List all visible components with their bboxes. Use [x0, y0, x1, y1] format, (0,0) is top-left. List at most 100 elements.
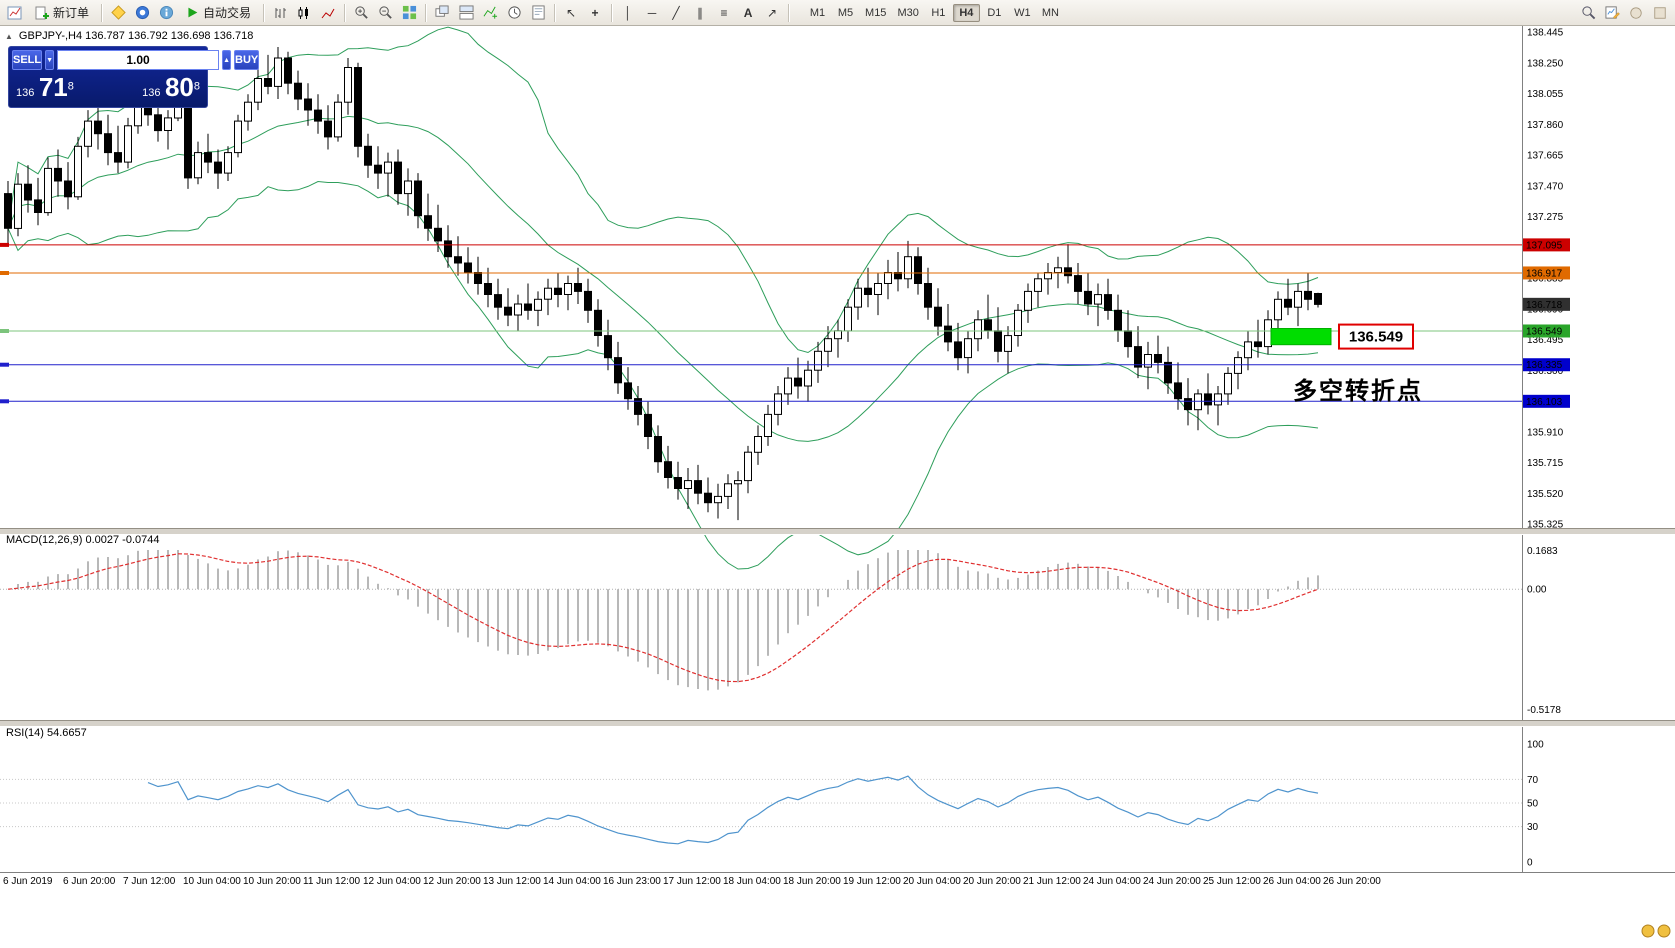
- channel-tool-icon[interactable]: ∥: [689, 3, 711, 23]
- trendline-tool-icon[interactable]: ╱: [665, 3, 687, 23]
- candle-body: [34, 199, 42, 213]
- metaeditor-icon[interactable]: [107, 3, 129, 23]
- text-tool-icon[interactable]: A: [737, 3, 759, 23]
- rsi-panel: RSI(14) 54.6657 100 70 50 30 0: [0, 727, 1544, 869]
- candle-body: [64, 180, 72, 198]
- status-smiley-icon-1[interactable]: [1641, 924, 1655, 938]
- candle-body: [74, 145, 82, 198]
- new-order-label: 新订单: [53, 6, 90, 20]
- macd-signal-line: [7, 553, 1319, 683]
- candle-body: [674, 477, 682, 489]
- buy-price[interactable]: 136 808: [142, 72, 200, 102]
- crosshair-tool-icon[interactable]: +: [584, 3, 606, 23]
- sell-button[interactable]: SELL: [12, 50, 43, 70]
- status-smiley-icon-2[interactable]: [1657, 924, 1671, 938]
- rsi-axis-label: 30: [1527, 822, 1539, 833]
- candle-body: [694, 480, 702, 494]
- candle-body: [304, 98, 312, 111]
- highlight-box[interactable]: [1270, 328, 1332, 346]
- candle-body: [324, 120, 332, 138]
- time-axis-label: 25 Jun 12:00: [1203, 876, 1261, 887]
- timeframe-button-m5[interactable]: M5: [837, 6, 854, 19]
- timeframe-button-m30[interactable]: M30: [897, 6, 919, 19]
- price-callout-box[interactable]: [1338, 323, 1414, 350]
- timeframe-button-m15[interactable]: M15: [865, 6, 887, 19]
- toolbar-extra-icon-1[interactable]: [1625, 3, 1647, 23]
- price-axis-label: 138.445: [1527, 28, 1564, 39]
- rsi-line: [147, 775, 1319, 845]
- bottom-status-icons: [1641, 924, 1671, 938]
- candlestick-chart-type-icon[interactable]: [293, 3, 315, 23]
- indicators-glyph: [483, 6, 497, 19]
- price-axis-label: 138.250: [1527, 58, 1564, 69]
- price-axis-drag-area[interactable]: [1522, 26, 1675, 872]
- fibonacci-tool-icon[interactable]: ≡: [713, 3, 735, 23]
- zoom-in-icon[interactable]: [350, 3, 372, 23]
- sell-price[interactable]: 136 718: [16, 72, 74, 102]
- time-axis-label: 26 Jun 20:00: [1323, 876, 1381, 887]
- candle-body: [1204, 393, 1212, 406]
- zoom-out-icon[interactable]: [374, 3, 396, 23]
- candle-body: [1254, 341, 1262, 348]
- timeframe-button-h1[interactable]: H1: [931, 6, 946, 19]
- candle-body: [1214, 393, 1222, 406]
- community-icon[interactable]: [155, 3, 177, 23]
- buy-price-main: 80: [164, 72, 194, 102]
- one-click-collapse-icon[interactable]: ▲: [5, 31, 13, 41]
- indicators-icon[interactable]: [479, 3, 501, 23]
- market-icon[interactable]: [131, 3, 153, 23]
- lot-size-input[interactable]: [57, 50, 220, 70]
- arrows-tool-icon[interactable]: ↗: [761, 3, 783, 23]
- timeframe-button-m1[interactable]: M1: [809, 6, 826, 19]
- toolbar-separator: [788, 3, 790, 22]
- timeframe-button-h4[interactable]: H4: [952, 3, 980, 22]
- chart-edit-icon[interactable]: [1601, 3, 1623, 23]
- price-tag-text: 136.917: [1526, 268, 1563, 279]
- horizontal-line-tool-icon[interactable]: ─: [641, 3, 663, 23]
- chart-canvas[interactable]: 136.549 多空转折点 138.445 138.250 138.055 137.860…: [0, 26, 1675, 948]
- candle-body: [154, 114, 162, 132]
- arrange-windows-icon[interactable]: [455, 3, 477, 23]
- bar-chart-type-icon[interactable]: [269, 3, 291, 23]
- time-axis-drag-area[interactable]: [0, 872, 1675, 892]
- zoom-in-glyph: [354, 6, 368, 19]
- candle-body: [294, 82, 302, 100]
- timeframe-button-d1[interactable]: D1: [987, 6, 1002, 19]
- candle-body: [1294, 290, 1302, 308]
- candle-body: [24, 183, 32, 201]
- candle-body: [844, 306, 852, 332]
- toolbar-extra-icon-2[interactable]: [1649, 3, 1671, 23]
- chart-area[interactable]: 136.549 多空转折点 138.445 138.250 138.055 137.860…: [0, 26, 1675, 948]
- candle-body: [1244, 341, 1252, 359]
- tile-windows-icon[interactable]: [398, 3, 420, 23]
- price-tag-text: 136.549: [1526, 326, 1563, 337]
- rsi-separator[interactable]: [0, 720, 1675, 727]
- lot-decrease-button[interactable]: ▼: [45, 50, 55, 70]
- search-icon[interactable]: [1577, 3, 1599, 23]
- cascade-windows-icon[interactable]: [431, 3, 453, 23]
- autotrading-button[interactable]: 自动交易: [179, 3, 258, 23]
- vertical-line-tool-icon[interactable]: │: [617, 3, 639, 23]
- cursor-tool-icon[interactable]: ↖: [560, 3, 582, 23]
- crosshair-glyph: +: [591, 5, 599, 20]
- line-chart-type-icon[interactable]: [317, 3, 339, 23]
- candle-body: [434, 227, 442, 242]
- toolbar-separator: [611, 3, 613, 22]
- time-axis-label: 12 Jun 04:00: [363, 876, 421, 887]
- time-axis-label: 10 Jun 04:00: [183, 876, 241, 887]
- lot-increase-button[interactable]: ▲: [222, 50, 231, 70]
- periods-icon[interactable]: [503, 3, 525, 23]
- macd-separator[interactable]: [0, 528, 1675, 535]
- new-order-button[interactable]: 新订单: [28, 3, 96, 23]
- macd-axis-zero: 0.00: [1527, 585, 1547, 596]
- macd-axis-max: 0.1683: [1527, 546, 1558, 557]
- timeframe-button-w1[interactable]: W1: [1014, 6, 1031, 19]
- candle-body: [114, 152, 122, 163]
- price-axis-label: 136.495: [1527, 335, 1564, 346]
- new-chart-icon[interactable]: [4, 3, 26, 23]
- buy-button[interactable]: BUY: [234, 50, 260, 70]
- candle-body: [1274, 298, 1282, 321]
- candle-body: [1054, 267, 1062, 274]
- templates-icon[interactable]: [527, 3, 549, 23]
- timeframe-button-mn[interactable]: MN: [1041, 6, 1059, 19]
